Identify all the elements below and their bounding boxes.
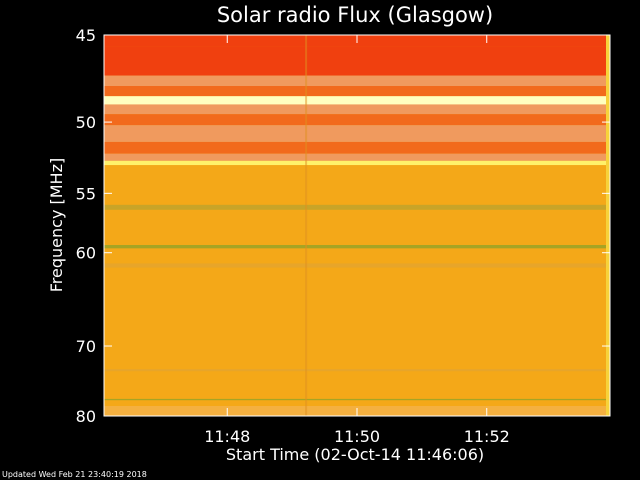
- y-tick-label: 60: [76, 244, 96, 263]
- frequency-band: [104, 96, 610, 105]
- frequency-band: [104, 263, 610, 268]
- frequency-band: [104, 104, 610, 115]
- frequency-band: [104, 398, 610, 401]
- chart-title: Solar radio Flux (Glasgow): [217, 3, 493, 27]
- y-tick-label: 70: [76, 337, 96, 356]
- frequency-band: [104, 114, 610, 126]
- x-tick-label: 11:50: [334, 427, 380, 446]
- x-tick-label: 11:52: [464, 427, 510, 446]
- frequency-band: [104, 245, 610, 249]
- frequency-band: [104, 46, 610, 76]
- y-tick-label: 80: [76, 407, 96, 426]
- axis-ticks: 45 50 55 60 70 80 11:48 11:50 11:52: [76, 26, 610, 446]
- frequency-band: [104, 125, 610, 142]
- y-tick-label: 55: [76, 184, 96, 203]
- x-tick-label: 11:48: [204, 427, 250, 446]
- frequency-band: [104, 86, 610, 97]
- frequency-band: [104, 75, 610, 87]
- time-discontinuity: [305, 35, 308, 416]
- frequency-band: [104, 160, 610, 166]
- y-tick-label: 50: [76, 113, 96, 132]
- frequency-band: [104, 141, 610, 154]
- frequency-band: [104, 153, 610, 161]
- y-tick-label: 45: [76, 26, 96, 45]
- edge-column: [606, 35, 610, 416]
- footer-updated: Updated Wed Feb 21 23:40:19 2018: [2, 470, 147, 479]
- y-axis-label: Frequency [MHz]: [47, 158, 66, 292]
- x-axis-label: Start Time (02-Oct-14 11:46:06): [226, 445, 484, 464]
- frequency-band: [104, 204, 610, 210]
- frequency-band: [104, 369, 610, 372]
